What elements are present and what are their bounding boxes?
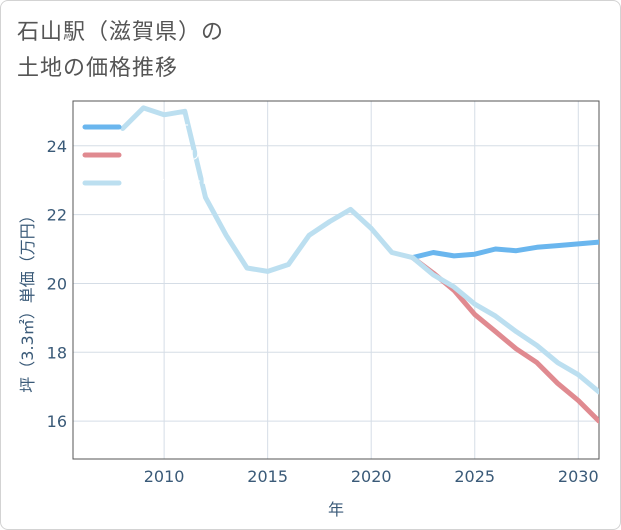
title-line-1: 石山駅（滋賀県）の <box>17 20 225 45</box>
title-line-2: 土地の価格推移 <box>17 56 179 81</box>
series-lines <box>120 105 599 424</box>
series-line-0 <box>410 239 599 261</box>
grid-lines <box>73 101 599 459</box>
legend-label: ノーマルシナリオ <box>129 176 225 190</box>
series-line-2 <box>120 105 599 395</box>
chart-title: 石山駅（滋賀県）の 土地の価格推移 <box>17 15 224 87</box>
x-tick-label: 2015 <box>247 467 288 486</box>
y-tick-label: 18 <box>47 343 67 362</box>
legend-label: バッドシナリオ <box>129 148 213 162</box>
x-tick-label: 2030 <box>558 467 599 486</box>
x-tick-label: 2010 <box>144 467 185 486</box>
x-axis-title: 年 <box>328 500 344 519</box>
x-tick-label: 2025 <box>454 467 495 486</box>
y-tick-label: 22 <box>47 206 67 225</box>
y-axis-title: 坪（3.3㎡）単価（万円） <box>18 207 37 392</box>
y-tick-label: 16 <box>47 412 67 431</box>
y-tick-label: 20 <box>47 274 67 293</box>
legend-label: グッドシナリオ <box>129 120 213 134</box>
series-line-1 <box>410 255 599 424</box>
tick-labels: 2010 2015 2020 2025 2030 16 18 20 22 24 <box>47 137 599 486</box>
y-tick-label: 24 <box>47 137 67 156</box>
plot-frame <box>72 100 600 460</box>
x-tick-label: 2020 <box>351 467 392 486</box>
